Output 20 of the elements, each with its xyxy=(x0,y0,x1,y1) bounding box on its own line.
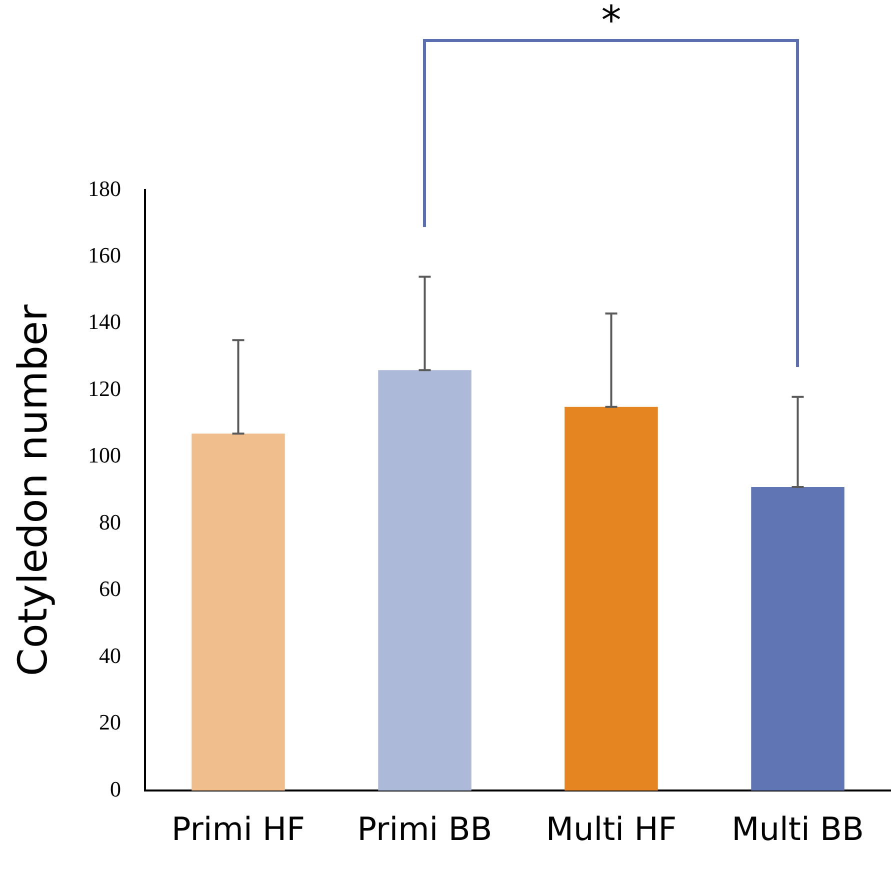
bar xyxy=(192,434,285,791)
y-tick-label: 180 xyxy=(88,176,121,201)
y-tick-label: 0 xyxy=(110,776,121,802)
y-tick-label: 40 xyxy=(99,642,121,668)
y-tick-label: 160 xyxy=(88,242,121,268)
y-tick-label: 120 xyxy=(88,376,121,401)
y-tick-label: 20 xyxy=(99,710,121,735)
x-tick-label: Multi BB xyxy=(732,810,864,848)
y-tick-label: 100 xyxy=(88,442,121,468)
y-tick-label: 80 xyxy=(99,509,121,534)
x-tick-label: Multi HF xyxy=(546,810,677,848)
bar xyxy=(564,406,658,791)
bar xyxy=(751,486,844,791)
y-tick-label: 60 xyxy=(99,576,121,602)
bar xyxy=(378,370,472,791)
y-tick-label: 140 xyxy=(88,309,121,334)
y-axis-title: Cotyledon number xyxy=(10,304,56,676)
text: * xyxy=(601,0,622,44)
x-tick-label: Primi BB xyxy=(357,810,492,848)
x-tick-label: Primi HF xyxy=(172,810,305,848)
